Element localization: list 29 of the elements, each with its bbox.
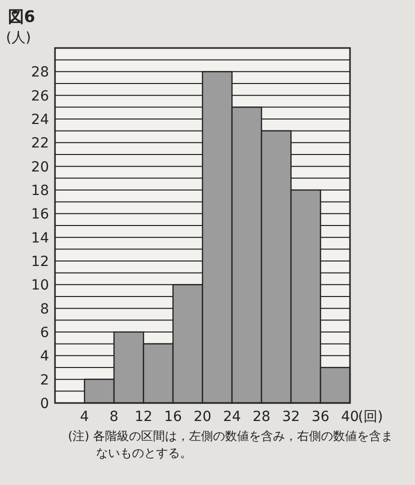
y-tick-label: 16	[31, 206, 50, 223]
y-tick-label: 20	[31, 159, 49, 176]
x-tick-label: 28	[252, 409, 270, 425]
x-tick-label: 40	[341, 409, 359, 425]
x-tick-label: 8	[110, 409, 118, 425]
x-tick-label: 12	[134, 409, 152, 425]
y-tick-label: 18	[31, 183, 49, 199]
text: (注) 各階級の区間は，左側の数値を含み，右側の数値を含まないものとする。	[68, 429, 394, 460]
chart-title: 図6	[8, 7, 36, 26]
y-axis-title: (人)	[6, 30, 31, 46]
y-tick-label: 12	[31, 254, 49, 270]
x-tick-label: 24	[223, 409, 241, 425]
x-tick-label: 32	[282, 409, 300, 425]
y-tick-label: 28	[31, 64, 49, 81]
y-tick-label: 26	[31, 88, 50, 104]
y-tick-label: 0	[40, 396, 49, 412]
x-tick-label: 36	[312, 409, 330, 425]
x-tick-label: 16	[164, 409, 182, 425]
y-tick-label: 22	[31, 136, 49, 152]
x-tick-label: 4	[80, 409, 90, 425]
y-tick-label: 4	[40, 348, 50, 365]
y-tick-label: 2	[40, 372, 49, 388]
y-tick-label: 14	[31, 230, 50, 246]
x-axis-title: (回)	[358, 409, 383, 425]
y-tick-label: 10	[31, 278, 49, 294]
y-tick-label: 6	[40, 325, 50, 341]
y-tick-label: 8	[40, 301, 49, 318]
y-tick-label: 24	[31, 112, 50, 128]
x-tick-label: 20	[194, 409, 212, 425]
